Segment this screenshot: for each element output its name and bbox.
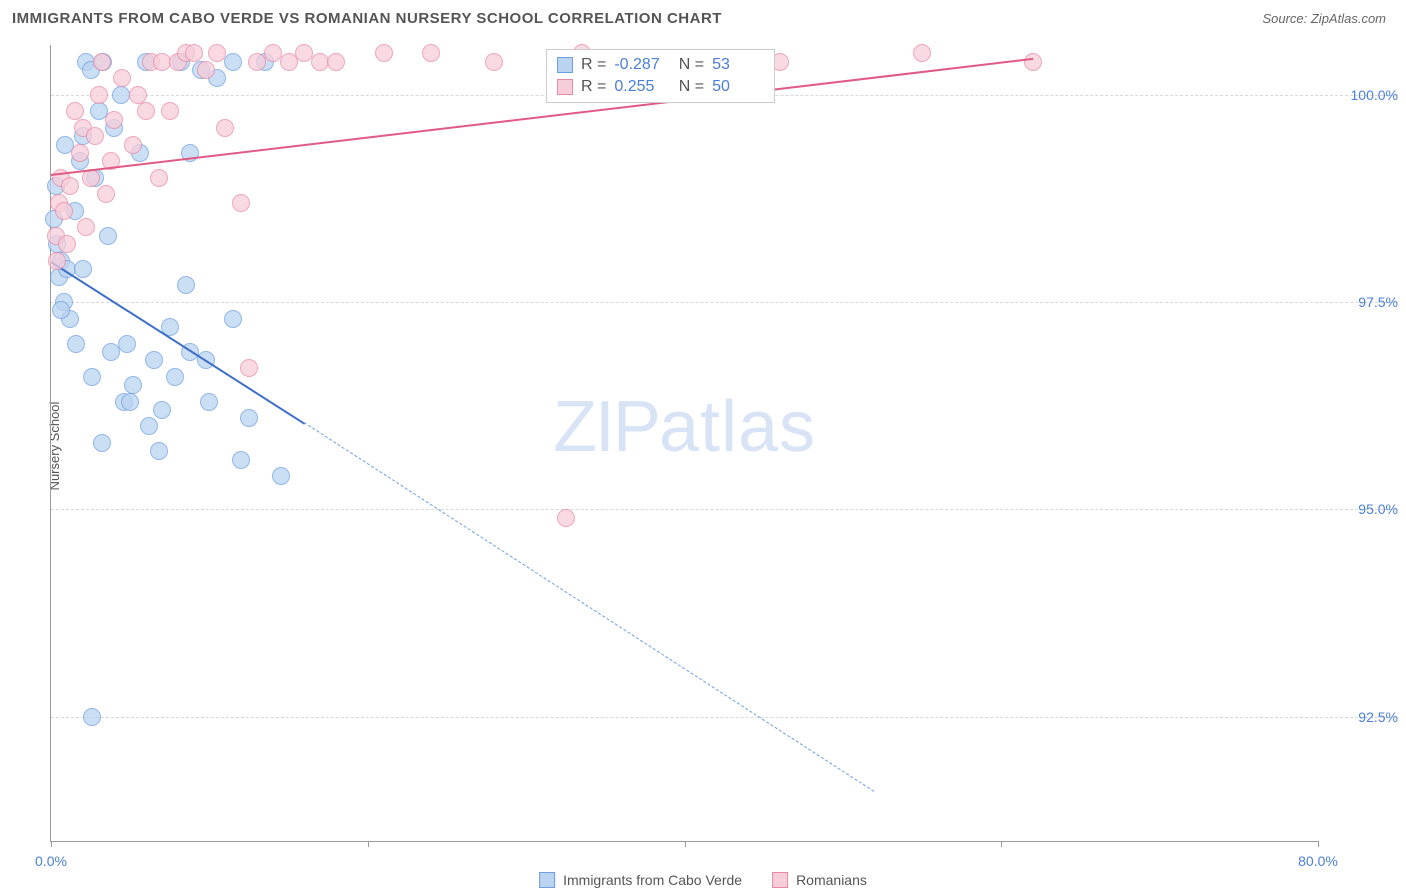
scatter-marker (113, 69, 131, 87)
x-tick-mark (51, 841, 52, 847)
scatter-marker (153, 401, 171, 419)
legend-item: Romanians (772, 872, 867, 888)
scatter-marker (124, 376, 142, 394)
scatter-marker (161, 102, 179, 120)
scatter-marker (61, 177, 79, 195)
scatter-marker (83, 368, 101, 386)
scatter-marker (66, 102, 84, 120)
scatter-marker (240, 409, 258, 427)
scatter-marker (90, 86, 108, 104)
legend-item: Immigrants from Cabo Verde (539, 872, 742, 888)
gridline-h (51, 509, 1398, 510)
trend-line-dashed (304, 422, 875, 792)
scatter-marker (67, 335, 85, 353)
stat-r-label: R = (581, 78, 606, 96)
scatter-marker (177, 276, 195, 294)
scatter-marker (102, 343, 120, 361)
x-tick-mark (1001, 841, 1002, 847)
scatter-marker (83, 708, 101, 726)
scatter-marker (99, 227, 117, 245)
scatter-marker (77, 218, 95, 236)
scatter-marker (485, 53, 503, 71)
scatter-chart: ZIPatlas 92.5%95.0%97.5%100.0%0.0%80.0%R… (50, 45, 1318, 842)
scatter-marker (124, 136, 142, 154)
y-tick-label: 92.5% (1328, 709, 1398, 725)
scatter-marker (557, 509, 575, 527)
scatter-marker (74, 260, 92, 278)
scatter-marker (137, 102, 155, 120)
scatter-marker (166, 368, 184, 386)
stat-n-label: N = (674, 56, 704, 74)
scatter-marker (112, 86, 130, 104)
legend-row: R = 0.255 N = 50 (557, 76, 764, 98)
scatter-marker (71, 144, 89, 162)
source-attribution: Source: ZipAtlas.com (1262, 11, 1386, 26)
x-tick-mark (1318, 841, 1319, 847)
scatter-marker (327, 53, 345, 71)
scatter-marker (129, 86, 147, 104)
scatter-marker (913, 44, 931, 62)
stat-n-value: 50 (712, 78, 764, 96)
scatter-marker (140, 417, 158, 435)
stat-n-value: 53 (712, 56, 764, 74)
stat-n-label: N = (674, 78, 704, 96)
scatter-marker (1024, 53, 1042, 71)
scatter-marker (118, 335, 136, 353)
stat-r-value: 0.255 (614, 78, 666, 96)
stat-r-label: R = (581, 56, 606, 74)
legend-label: Romanians (796, 872, 867, 888)
correlation-stats-legend: R = -0.287 N = 53 R = 0.255 N = 50 (546, 49, 775, 103)
scatter-marker (150, 442, 168, 460)
scatter-marker (93, 53, 111, 71)
scatter-marker (55, 202, 73, 220)
chart-title: IMMIGRANTS FROM CABO VERDE VS ROMANIAN N… (12, 10, 722, 27)
scatter-marker (208, 44, 226, 62)
legend-swatch (557, 79, 573, 95)
scatter-marker (105, 111, 123, 129)
legend-swatch (539, 872, 555, 888)
x-axis-legend: Immigrants from Cabo Verde Romanians (539, 872, 867, 888)
scatter-marker (197, 61, 215, 79)
legend-swatch (557, 57, 573, 73)
scatter-marker (185, 44, 203, 62)
x-tick-mark (368, 841, 369, 847)
scatter-marker (375, 44, 393, 62)
scatter-marker (272, 467, 290, 485)
x-tick-mark (685, 841, 686, 847)
gridline-h (51, 302, 1398, 303)
scatter-marker (97, 185, 115, 203)
scatter-marker (422, 44, 440, 62)
scatter-marker (58, 235, 76, 253)
y-tick-label: 100.0% (1328, 87, 1398, 103)
scatter-marker (150, 169, 168, 187)
y-tick-label: 97.5% (1328, 294, 1398, 310)
x-tick-label: 0.0% (35, 853, 67, 869)
scatter-marker (216, 119, 234, 137)
scatter-marker (224, 53, 242, 71)
scatter-marker (240, 359, 258, 377)
legend-row: R = -0.287 N = 53 (557, 54, 764, 76)
scatter-marker (48, 252, 66, 270)
scatter-marker (232, 194, 250, 212)
scatter-marker (145, 351, 163, 369)
x-tick-label: 80.0% (1298, 853, 1338, 869)
watermark: ZIPatlas (553, 386, 816, 468)
scatter-marker (93, 434, 111, 452)
legend-swatch (772, 872, 788, 888)
y-tick-label: 95.0% (1328, 501, 1398, 517)
scatter-marker (121, 393, 139, 411)
scatter-marker (52, 301, 70, 319)
scatter-marker (224, 310, 242, 328)
scatter-marker (200, 393, 218, 411)
scatter-marker (86, 127, 104, 145)
legend-label: Immigrants from Cabo Verde (563, 872, 742, 888)
stat-r-value: -0.287 (614, 56, 666, 74)
scatter-marker (232, 451, 250, 469)
gridline-h (51, 717, 1398, 718)
